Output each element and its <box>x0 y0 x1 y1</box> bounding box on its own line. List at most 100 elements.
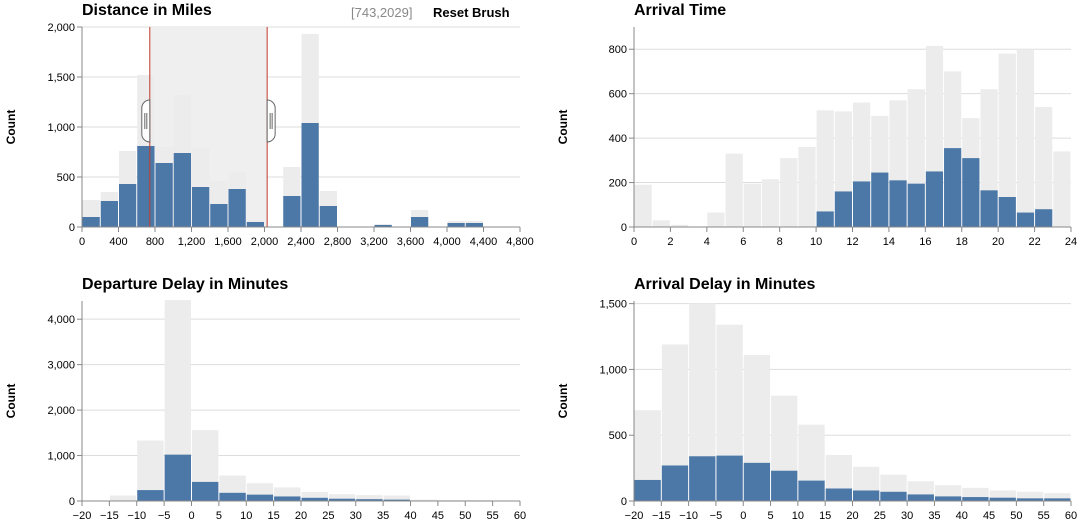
distance-bar-selected <box>374 225 392 227</box>
arrival-bar-selected <box>925 171 944 227</box>
arrival-bar-all <box>707 212 725 227</box>
arrdelay-title: Arrival Delay in Minutes <box>634 276 816 293</box>
brush-handle[interactable] <box>141 99 151 143</box>
arrdelay-x-tick-label: 10 <box>792 510 804 522</box>
arrdelay-y-tick-label: 1,000 <box>599 364 627 376</box>
arrival-bar-selected <box>1016 212 1035 227</box>
arrival-x-tick-label: 0 <box>631 236 637 248</box>
arrdelay-x-tick-label: 30 <box>901 510 913 522</box>
arrdelay-bar-selected <box>907 494 934 501</box>
arrival-x-tick-label: 6 <box>740 236 746 248</box>
arrdelay-bar-selected <box>661 465 689 501</box>
arrival-bar-all <box>1016 49 1035 227</box>
arrdelay-x-tick-label: −15 <box>652 510 671 522</box>
arrdelay-x-tick-label: 15 <box>819 510 831 522</box>
depdelay-bar-selected <box>383 499 410 501</box>
depdelay-title: Departure Delay in Minutes <box>82 276 289 293</box>
depdelay-bar-all <box>109 495 137 501</box>
arrival-x-tick-label: 10 <box>810 236 822 248</box>
arrival-x-tick-label: 12 <box>846 236 858 248</box>
distance-bar-selected <box>301 123 319 227</box>
distance-x-tick-label: 4,000 <box>433 236 461 248</box>
arrdelay-bar-all <box>989 490 1016 501</box>
arrival-y-tick-label: 0 <box>621 222 627 234</box>
depdelay-x-tick-label: 60 <box>514 510 526 522</box>
arrival-x-tick-label: 14 <box>883 236 895 248</box>
depdelay-y-tick-label: 3,000 <box>47 360 75 372</box>
arrival-bar-all <box>652 220 670 227</box>
distance-bar-selected <box>137 146 155 227</box>
arrival-x-tick-label: 18 <box>956 236 968 248</box>
depdelay-x-tick-label: 20 <box>295 510 307 522</box>
arrival-x-tick-label: 16 <box>919 236 931 248</box>
arrival-bar-all <box>743 183 761 227</box>
arrdelay-y-tick-label: 0 <box>621 496 627 508</box>
arrival-bar-selected <box>853 181 871 227</box>
arrival-bar-all <box>1053 151 1071 227</box>
arrival-bar-selected <box>907 183 925 227</box>
arrdelay-bar-all <box>1016 491 1044 501</box>
arrdelay-y-tick-label: 1,500 <box>599 299 627 311</box>
distance-x-tick-label: 400 <box>109 236 127 248</box>
distance-bar-selected <box>155 163 173 227</box>
depdelay-x-tick-label: 55 <box>487 510 499 522</box>
depdelay-bar-selected <box>219 492 246 501</box>
arrdelay-x-tick-label: −5 <box>710 510 723 522</box>
arrival-y-tick-label: 800 <box>609 44 627 56</box>
depdelay-x-tick-label: 0 <box>188 510 194 522</box>
arrival-bar-selected <box>816 211 834 227</box>
distance-bar-selected <box>411 217 429 227</box>
arrdelay-bar-selected <box>825 488 852 501</box>
depdelay-bar-selected <box>164 454 191 501</box>
distance-x-tick-label: 4,800 <box>506 236 534 248</box>
arrival-bar-all <box>761 179 780 227</box>
arrdelay-bar-selected <box>771 470 798 501</box>
distance-bar-selected <box>319 206 337 227</box>
depdelay-y-tick-label: 2,000 <box>47 405 75 417</box>
depdelay-bar-selected <box>274 496 301 501</box>
depdelay-bar-all <box>356 495 383 501</box>
arrdelay-bar-selected <box>743 462 771 501</box>
distance-x-tick-label: 2,400 <box>287 236 315 248</box>
arrival-bar-selected <box>944 148 962 227</box>
distance-bar-selected <box>447 223 465 227</box>
distance-y-axis-label: Count <box>4 110 18 145</box>
distance-bar-selected <box>82 217 100 227</box>
distance-y-tick-label: 1,000 <box>47 122 75 134</box>
arrival-x-tick-label: 24 <box>1065 236 1077 248</box>
arrival-y-tick-label: 400 <box>609 133 627 145</box>
distance-x-tick-label: 2,800 <box>324 236 352 248</box>
distance-x-tick-label: 800 <box>146 236 164 248</box>
arrdelay-bar-selected <box>689 456 716 501</box>
brush-handle[interactable] <box>266 99 276 143</box>
distance-bar-selected <box>246 222 264 227</box>
depdelay-bar-selected <box>246 494 274 501</box>
arrival-x-tick-label: 4 <box>704 236 710 248</box>
arrival-bar-selected <box>962 158 980 227</box>
depdelay-bar-selected <box>328 498 356 501</box>
distance-bar-selected <box>192 187 210 227</box>
distance-y-tick-label: 2,000 <box>47 22 75 34</box>
arrdelay-x-tick-label: −20 <box>625 510 644 522</box>
reset-brush-button[interactable]: Reset Brush <box>433 5 510 20</box>
depdelay-y-tick-label: 0 <box>69 496 75 508</box>
arrdelay-x-tick-label: 45 <box>983 510 995 522</box>
arrival-x-tick-label: 20 <box>992 236 1004 248</box>
arrdelay-bar-selected <box>989 497 1016 501</box>
depdelay-x-tick-label: 25 <box>322 510 334 522</box>
depdelay-bar-all <box>411 499 438 501</box>
arrdelay-x-tick-label: 55 <box>1038 510 1050 522</box>
depdelay-y-axis-label: Count <box>4 384 18 419</box>
arrdelay-bar-selected <box>634 479 661 501</box>
arrival-bar-all <box>725 153 743 227</box>
distance-bar-selected <box>283 196 301 227</box>
depdelay-bar-selected <box>356 499 383 501</box>
arrival-bar-all <box>816 110 834 227</box>
distance-bar-selected <box>228 189 246 227</box>
depdelay-x-tick-label: 15 <box>268 510 280 522</box>
arrival-bar-selected <box>980 190 998 227</box>
arrdelay-bar-selected <box>880 491 907 501</box>
arrdelay-x-tick-label: 0 <box>740 510 746 522</box>
